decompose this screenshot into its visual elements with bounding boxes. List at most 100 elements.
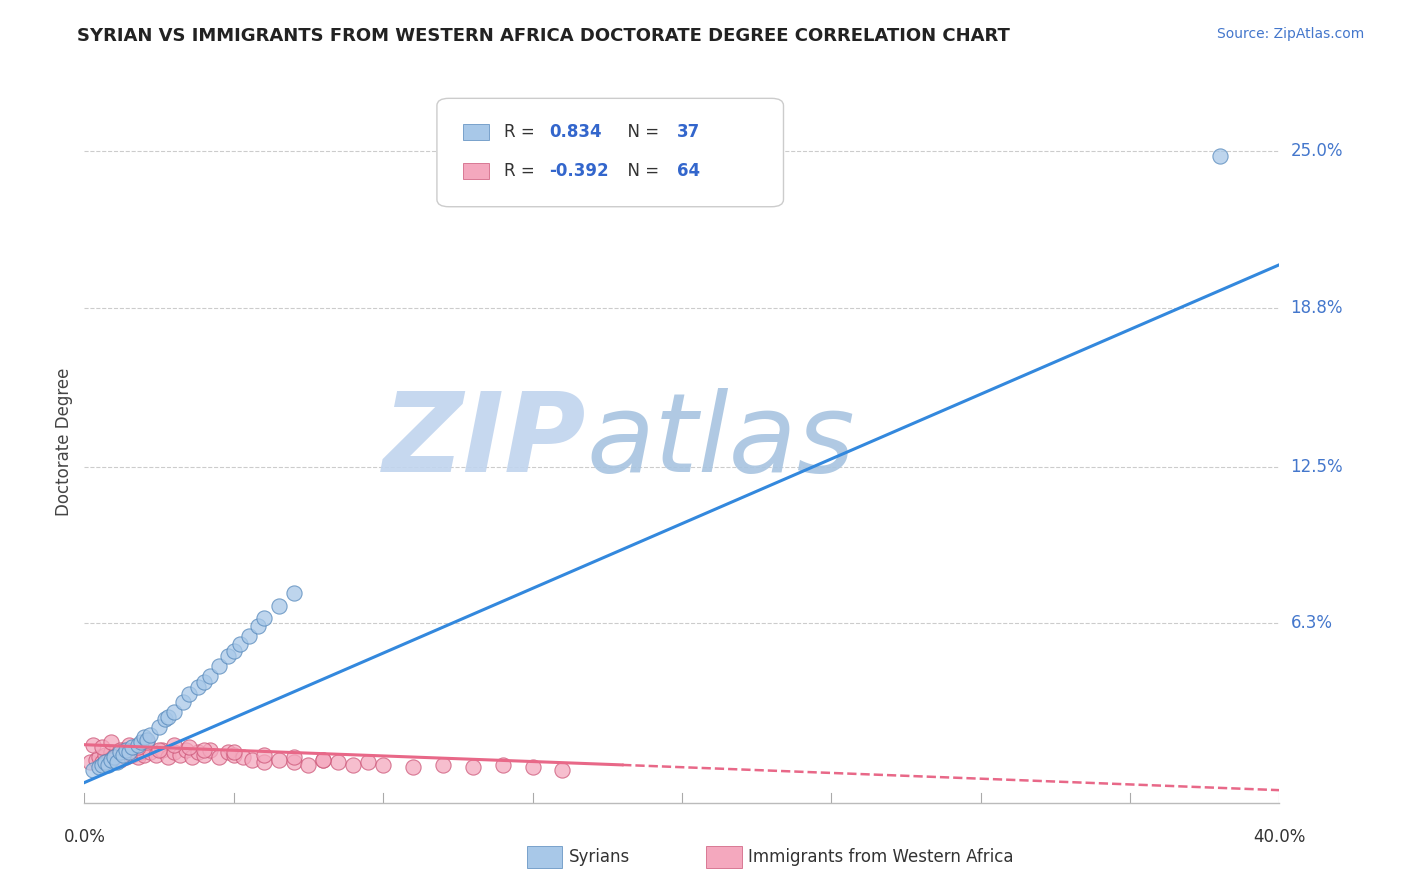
Point: [153, 713, 176, 727]
Point: [193, 674, 215, 689]
Text: N =: N =: [617, 123, 665, 141]
Point: [1209, 149, 1232, 163]
Point: [551, 763, 574, 777]
Point: [492, 758, 515, 772]
FancyBboxPatch shape: [463, 124, 489, 140]
Point: [145, 747, 167, 762]
Text: 12.5%: 12.5%: [1291, 458, 1343, 475]
Point: [110, 753, 132, 767]
Point: [148, 743, 170, 757]
Point: [157, 710, 180, 724]
Point: [373, 758, 395, 772]
Point: [174, 743, 197, 757]
Point: [118, 745, 141, 759]
Point: [132, 747, 156, 762]
Text: 0.834: 0.834: [550, 123, 602, 141]
Text: 40.0%: 40.0%: [1253, 828, 1306, 846]
Point: [139, 728, 162, 742]
Point: [357, 756, 380, 770]
Point: [342, 758, 364, 772]
Point: [267, 599, 290, 613]
Point: [118, 745, 141, 759]
Point: [105, 756, 128, 770]
Point: [222, 747, 245, 762]
Text: 64: 64: [678, 162, 700, 180]
Point: [118, 738, 141, 752]
Point: [187, 745, 209, 759]
Point: [82, 738, 104, 752]
Text: 18.8%: 18.8%: [1291, 299, 1343, 317]
Point: [132, 730, 156, 744]
Point: [253, 756, 276, 770]
Point: [181, 750, 204, 764]
Point: [163, 745, 186, 759]
Point: [297, 758, 319, 772]
Text: 0.0%: 0.0%: [63, 828, 105, 846]
Point: [148, 720, 170, 734]
Point: [94, 756, 117, 770]
Point: [328, 756, 350, 770]
Text: ZIP: ZIP: [382, 388, 586, 495]
Text: 6.3%: 6.3%: [1291, 615, 1333, 632]
Point: [136, 732, 159, 747]
Point: [91, 756, 114, 770]
Point: [217, 649, 239, 664]
Point: [222, 745, 245, 759]
Text: N =: N =: [617, 162, 665, 180]
Point: [208, 659, 231, 673]
Point: [127, 750, 149, 764]
Point: [89, 750, 111, 764]
Point: [121, 740, 143, 755]
FancyBboxPatch shape: [463, 163, 489, 179]
Point: [172, 695, 194, 709]
Y-axis label: Doctorate Degree: Doctorate Degree: [55, 368, 73, 516]
Point: [208, 750, 231, 764]
Point: [103, 750, 125, 764]
Point: [136, 735, 159, 749]
Point: [163, 705, 186, 719]
Text: -0.392: -0.392: [550, 162, 609, 180]
Point: [461, 760, 484, 774]
Point: [139, 745, 162, 759]
Point: [187, 680, 209, 694]
Point: [217, 745, 239, 759]
Text: atlas: atlas: [586, 388, 855, 495]
FancyBboxPatch shape: [437, 98, 783, 207]
Point: [129, 735, 152, 749]
Point: [91, 758, 114, 772]
Point: [100, 735, 122, 749]
Point: [253, 611, 276, 625]
Point: [105, 747, 128, 762]
Point: [432, 758, 454, 772]
Point: [283, 750, 305, 764]
Point: [232, 750, 254, 764]
Point: [79, 756, 101, 770]
Point: [150, 743, 173, 757]
Point: [97, 758, 120, 772]
Point: [91, 740, 114, 755]
Text: 25.0%: 25.0%: [1291, 142, 1343, 160]
Point: [253, 747, 276, 762]
Text: Immigrants from Western Africa: Immigrants from Western Africa: [748, 848, 1014, 866]
Point: [228, 637, 252, 651]
FancyBboxPatch shape: [527, 847, 562, 868]
Point: [283, 756, 305, 770]
Point: [103, 750, 125, 764]
Text: R =: R =: [503, 162, 540, 180]
Point: [198, 669, 221, 683]
Point: [169, 747, 191, 762]
Text: R =: R =: [503, 123, 540, 141]
Point: [124, 743, 146, 757]
Text: Source: ZipAtlas.com: Source: ZipAtlas.com: [1216, 27, 1364, 41]
Point: [86, 753, 108, 767]
Point: [163, 738, 186, 752]
Point: [193, 743, 215, 757]
Point: [127, 738, 149, 752]
Point: [112, 747, 135, 762]
Point: [100, 745, 122, 759]
Point: [402, 760, 425, 774]
Point: [177, 740, 200, 755]
Point: [110, 745, 132, 759]
Point: [283, 586, 305, 600]
Point: [238, 629, 260, 643]
